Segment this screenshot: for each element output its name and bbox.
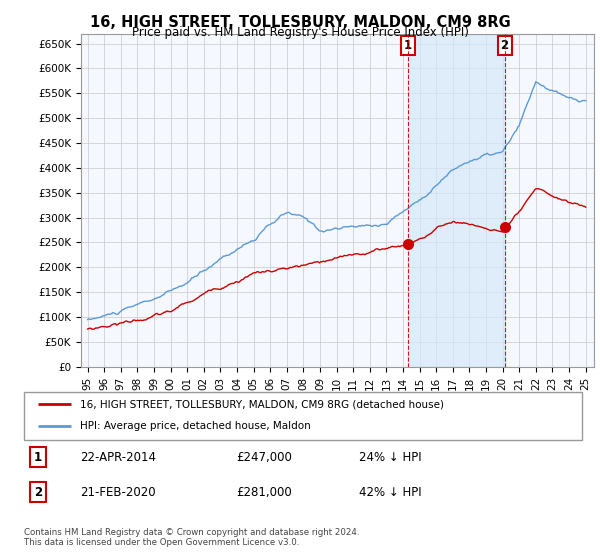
Text: 16, HIGH STREET, TOLLESBURY, MALDON, CM9 8RG (detached house): 16, HIGH STREET, TOLLESBURY, MALDON, CM9… (80, 399, 444, 409)
Text: 16, HIGH STREET, TOLLESBURY, MALDON, CM9 8RG: 16, HIGH STREET, TOLLESBURY, MALDON, CM9… (89, 15, 511, 30)
Text: 2: 2 (500, 39, 509, 52)
Text: 22-APR-2014: 22-APR-2014 (80, 451, 156, 464)
Text: HPI: Average price, detached house, Maldon: HPI: Average price, detached house, Mald… (80, 421, 311, 431)
Text: 24% ↓ HPI: 24% ↓ HPI (359, 451, 421, 464)
Text: 1: 1 (404, 39, 412, 52)
Text: £281,000: £281,000 (236, 486, 292, 498)
Text: Contains HM Land Registry data © Crown copyright and database right 2024.
This d: Contains HM Land Registry data © Crown c… (24, 528, 359, 547)
Text: 21-FEB-2020: 21-FEB-2020 (80, 486, 155, 498)
Text: 1: 1 (34, 451, 42, 464)
Bar (408, 34, 505, 367)
Text: 42% ↓ HPI: 42% ↓ HPI (359, 486, 421, 498)
FancyBboxPatch shape (24, 392, 582, 440)
Text: £247,000: £247,000 (236, 451, 292, 464)
Text: Price paid vs. HM Land Registry's House Price Index (HPI): Price paid vs. HM Land Registry's House … (131, 26, 469, 39)
Text: 2: 2 (34, 486, 42, 498)
